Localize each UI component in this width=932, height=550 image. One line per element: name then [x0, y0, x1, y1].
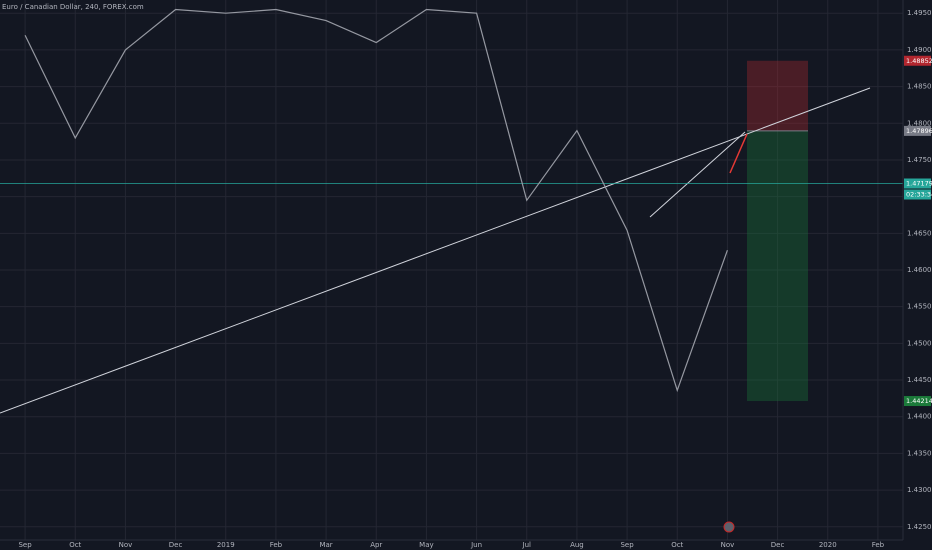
price-tag-label: 1.47179 [906, 179, 932, 187]
price-tag-label: 1.47896 [906, 127, 932, 135]
x-tick-label: Nov [119, 541, 133, 549]
x-tick-label: Apr [370, 541, 382, 549]
price-tag-label: 1.48852 [906, 57, 932, 65]
x-tick-label: Feb [270, 541, 283, 549]
projection-line [649, 131, 746, 218]
countdown-tag [904, 189, 931, 200]
countdown: 02:33:34 [906, 190, 932, 198]
y-tick-label: 1.4800 [907, 119, 932, 127]
x-tick-label: Feb [872, 541, 885, 549]
y-tick-label: 1.4900 [907, 46, 932, 54]
x-tick-label: Dec [169, 541, 183, 549]
position-box [747, 60, 808, 402]
y-tick-label: 1.4400 [907, 413, 932, 421]
x-tick-label: Mar [319, 541, 332, 549]
x-tick-label: Aug [570, 541, 584, 549]
price-tag [904, 125, 931, 136]
chart-title: Euro / Canadian Dollar, 240, FOREX.com [2, 3, 144, 11]
price-tag [904, 178, 931, 189]
y-tick-label: 1.4750 [907, 156, 932, 164]
x-tick-label: 2020 [819, 541, 837, 549]
plot [0, 8, 903, 393]
trend-line [0, 87, 871, 414]
y-tick-label: 1.4850 [907, 83, 932, 91]
price-tag [904, 396, 931, 407]
x-tick-label: 2019 [217, 541, 235, 549]
x-tick-label: Oct [69, 541, 81, 549]
event-marker[interactable] [723, 521, 735, 533]
x-tick-label: Nov [721, 541, 735, 549]
x-tick-label: Jun [470, 541, 482, 549]
y-tick-label: 1.4550 [907, 303, 932, 311]
x-tick-label: Oct [671, 541, 683, 549]
y-tick-label: 1.4450 [907, 376, 932, 384]
x-tick-label: Jul [522, 541, 532, 549]
y-tick-label: 1.4600 [907, 266, 932, 274]
x-tick-label: Sep [620, 541, 634, 549]
x-tick-label: Dec [771, 541, 785, 549]
y-tick-label: 1.4250 [907, 523, 932, 531]
price-line [24, 8, 728, 393]
x-tick-label: May [419, 541, 433, 549]
stop-zone [747, 60, 808, 131]
target-zone [747, 130, 808, 402]
grid [0, 0, 903, 540]
y-tick-label: 1.4950 [907, 9, 932, 17]
projection-arrow [729, 133, 748, 174]
price-axis [903, 0, 932, 550]
y-tick-label: 1.4500 [907, 339, 932, 347]
price-tag [904, 55, 931, 66]
price-tag-label: 1.44214 [906, 397, 932, 405]
y-tick-label: 1.4650 [907, 229, 932, 237]
y-tick-label: 1.4300 [907, 486, 932, 494]
x-tick-label: Sep [18, 541, 32, 549]
y-tick-label: 1.4350 [907, 449, 932, 457]
